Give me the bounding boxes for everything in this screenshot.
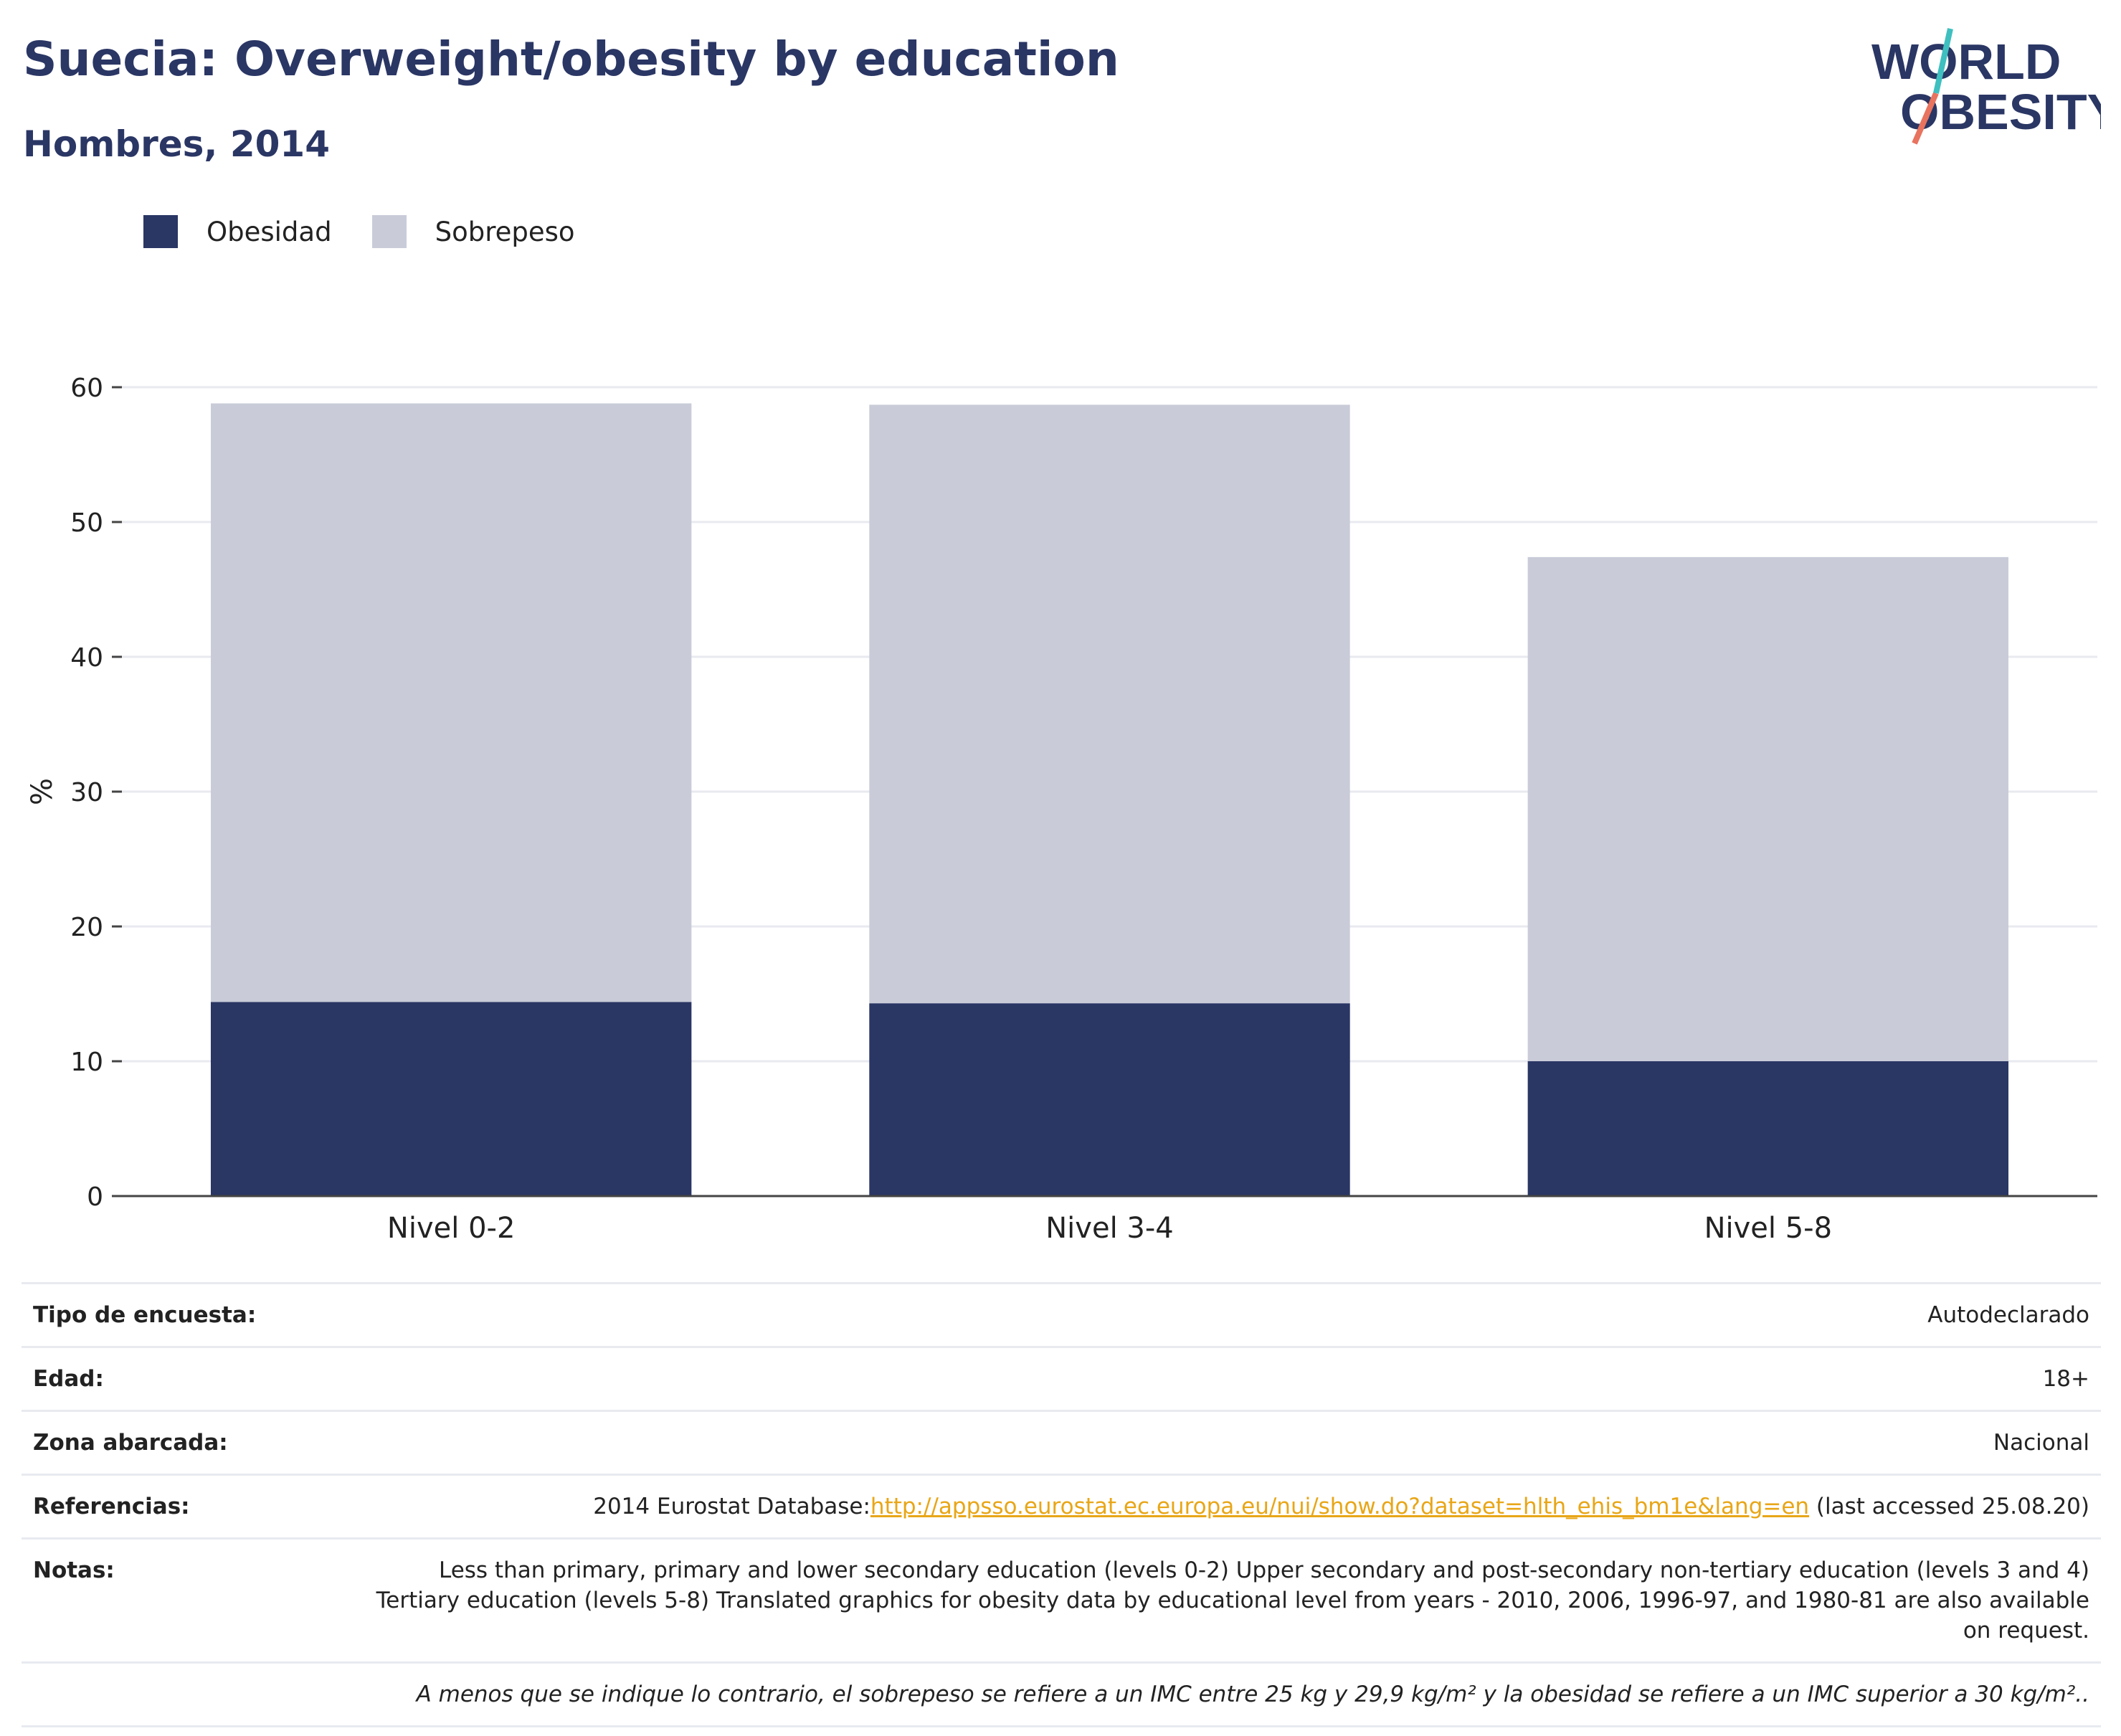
logo-line1: WORLD: [1871, 34, 2061, 90]
page-title: Suecia: Overweight/obesity by education: [23, 32, 1119, 87]
y-tick-label: 40: [70, 643, 103, 673]
meta-value: 2014 Eurostat Database:http://appsso.eur…: [346, 1474, 2101, 1539]
page-subtitle: Hombres, 2014: [23, 123, 330, 165]
legend-label-obesity: Obesidad: [207, 216, 332, 247]
bar-overweight: [1527, 556, 2009, 1061]
legend-item-overweight[interactable]: Sobrepeso: [371, 215, 575, 248]
meta-value: Less than primary, primary and lower sec…: [346, 1537, 2101, 1663]
meta-value: Nacional: [346, 1410, 2101, 1475]
metadata-table: Tipo de encuesta: Autodeclarado Edad: 18…: [22, 1282, 2101, 1727]
logo-slash-coral-icon: [1912, 92, 1939, 145]
stacked-bar-chart: 0 10 20 30 40 50 60% Nivel 0-2 Nivel 3-4 Nivel 5-…: [26, 374, 2097, 1245]
bar-overweight: [210, 403, 692, 1002]
meta-row-references: Referencias: 2014 Eurostat Database:http…: [22, 1474, 2101, 1539]
meta-row-survey-type: Tipo de encuesta: Autodeclarado: [22, 1282, 2101, 1347]
y-tick-label: 20: [70, 913, 103, 942]
meta-label: Tipo de encuesta:: [22, 1282, 346, 1347]
x-tick-label: Nivel 0-2: [387, 1212, 515, 1245]
meta-label: Zona abarcada:: [22, 1410, 346, 1475]
legend-swatch-obesity: [143, 215, 178, 248]
meta-row-age: Edad: 18+: [22, 1346, 2101, 1411]
chart-legend: Obesidad Sobrepeso: [143, 215, 615, 248]
y-tick-label: 60: [70, 374, 103, 403]
x-tick-label: Nivel 5-8: [1704, 1212, 1832, 1245]
bar-obesity: [1527, 1061, 2009, 1196]
meta-value: Autodeclarado: [346, 1282, 2101, 1347]
meta-label: Edad:: [22, 1346, 346, 1411]
logo-slash-teal-icon: [1933, 28, 1953, 94]
bar-obesity: [210, 1002, 692, 1196]
meta-value: 18+: [346, 1346, 2101, 1411]
legend-swatch-overweight: [371, 215, 407, 248]
reference-link[interactable]: http://appsso.eurostat.ec.europa.eu/nui/…: [870, 1494, 1810, 1519]
meta-row-footnote: A menos que se indique lo contrario, el …: [22, 1661, 2101, 1727]
legend-item-obesity[interactable]: Obesidad: [143, 215, 332, 248]
meta-row-notes: Notas: Less than primary, primary and lo…: [22, 1537, 2101, 1663]
bar-obesity: [869, 1003, 1350, 1196]
meta-row-area: Zona abarcada: Nacional: [22, 1410, 2101, 1475]
y-axis-label: %: [26, 778, 59, 805]
reference-prefix: 2014 Eurostat Database:: [593, 1494, 870, 1519]
bar-overweight: [869, 404, 1350, 1004]
y-tick-label: 0: [87, 1182, 103, 1212]
footnote: A menos que se indique lo contrario, el …: [22, 1661, 2101, 1727]
y-tick-label: 10: [70, 1048, 103, 1077]
x-tick-label: Nivel 3-4: [1045, 1212, 1173, 1245]
meta-label: Notas:: [22, 1537, 346, 1663]
world-obesity-logo: WORLD OBESITY: [1871, 28, 2101, 145]
y-tick-label: 30: [70, 778, 103, 807]
reference-suffix: (last accessed 25.08.20): [1809, 1494, 2089, 1519]
y-tick-label: 50: [70, 508, 103, 538]
meta-label: Referencias:: [22, 1474, 346, 1539]
legend-label-overweight: Sobrepeso: [435, 216, 575, 247]
